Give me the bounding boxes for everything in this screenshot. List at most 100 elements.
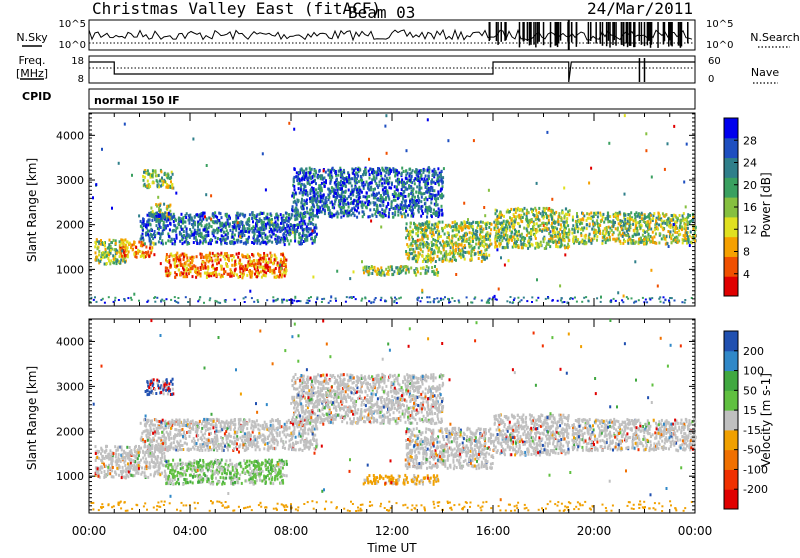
echo-cell: [393, 270, 395, 273]
echo-cell: [213, 271, 215, 274]
freq-label-1: Freq.: [18, 54, 45, 67]
echo-cell: [418, 251, 420, 254]
echo-cell: [293, 196, 295, 199]
echo-cell: [303, 220, 305, 223]
echo-cell: [189, 222, 191, 225]
echo-cell: [445, 255, 447, 258]
echo-cell: [430, 251, 432, 254]
echo-cell: [482, 240, 484, 243]
echo-cell: [174, 240, 176, 243]
echo-cell: [540, 212, 542, 215]
echo-cell: [244, 214, 246, 217]
echo-cell: [442, 260, 444, 263]
echo-cell: [415, 226, 417, 229]
echo-cell: [431, 248, 433, 251]
echo-cell: [320, 210, 322, 213]
echo-cell: [653, 235, 655, 238]
echo-cell: [258, 239, 260, 242]
echo-cell: [444, 233, 446, 236]
echo-cell: [478, 246, 480, 249]
echo-cell: [350, 197, 352, 200]
echo-cell: [313, 191, 315, 194]
echo-cell: [496, 230, 498, 233]
echo-cell: [296, 179, 298, 182]
echo-cell: [558, 220, 560, 223]
echo-cell: [437, 271, 439, 274]
echo-cell: [205, 240, 207, 243]
echo-cell: [368, 195, 370, 198]
echo-cell: [437, 167, 439, 170]
echo-cell: [536, 215, 538, 218]
echo-cell: [521, 246, 523, 249]
echo-cell: [304, 215, 306, 218]
echo-cell: [436, 222, 438, 225]
echo-cell: [312, 242, 314, 245]
echo-cell: [173, 258, 175, 261]
echo-cell: [158, 221, 160, 224]
echo-cell: [391, 183, 393, 186]
echo-cell: [565, 207, 567, 210]
echo-cell: [275, 276, 277, 279]
echo-cell: [219, 224, 221, 227]
echo-cell: [320, 195, 322, 198]
echo-cell: [282, 214, 284, 217]
echo-cell: [334, 192, 336, 195]
echo-cell: [207, 234, 209, 237]
nsky-label: N.Sky: [16, 31, 48, 44]
echo-cell: [662, 228, 664, 231]
echo-cell: [607, 212, 609, 215]
echo-cell: [301, 207, 303, 210]
echo-cell: [548, 240, 550, 243]
echo-cell: [339, 195, 341, 198]
echo-cell: [148, 255, 150, 258]
echo-cell: [383, 178, 385, 181]
echo-cell: [558, 241, 560, 244]
freq-tick-low: 8: [78, 74, 84, 85]
echo-cell: [409, 179, 411, 182]
echo-cell: [357, 168, 359, 171]
echo-cell: [343, 195, 345, 198]
echo-cell: [692, 219, 694, 222]
echo-cell: [154, 230, 156, 233]
echo-cell: [685, 219, 687, 222]
echo-cell: [609, 220, 611, 223]
echo-cell: [455, 241, 457, 244]
echo-cell: [251, 241, 253, 244]
echo-cell: [278, 276, 280, 279]
echo-cell: [108, 253, 110, 256]
echo-cell: [373, 208, 375, 211]
echo-cell: [557, 245, 559, 248]
echo-cell: [494, 246, 496, 249]
echo-cell: [677, 241, 679, 244]
echo-cell: [193, 256, 195, 259]
echo-cell: [278, 236, 280, 239]
echo-cell: [338, 188, 340, 191]
echo-cell: [244, 227, 246, 230]
echo-cell: [409, 168, 411, 171]
echo-cell: [355, 167, 357, 170]
echo-cell: [297, 200, 299, 203]
echo-cell: [98, 240, 100, 243]
echo-cell: [464, 251, 466, 254]
echo-cell: [314, 226, 316, 229]
echo-cell: [371, 168, 373, 171]
echo-cell: [325, 196, 327, 199]
echo-cell: [684, 225, 686, 228]
echo-cell: [683, 234, 685, 237]
echo-cell: [422, 212, 424, 215]
echo-cell: [331, 176, 333, 179]
echo-cell: [516, 237, 518, 240]
echo-cell: [531, 218, 533, 221]
echo-cell: [616, 237, 618, 240]
echo-cell: [400, 203, 402, 206]
echo-cell: [681, 225, 683, 228]
echo-cell: [163, 213, 165, 216]
echo-cell: [466, 240, 468, 243]
echo-cell: [304, 239, 306, 242]
echo-cell: [571, 232, 573, 235]
echo-cell: [285, 265, 287, 268]
echo-cell: [110, 249, 112, 252]
echo-cell: [284, 237, 286, 240]
echo-cell: [412, 231, 414, 234]
